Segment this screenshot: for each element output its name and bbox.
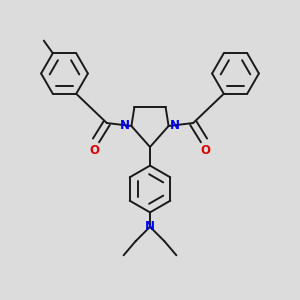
Text: N: N <box>120 119 130 132</box>
Text: N: N <box>145 220 155 233</box>
Text: O: O <box>200 144 210 157</box>
Text: O: O <box>90 144 100 157</box>
Text: N: N <box>170 119 180 132</box>
